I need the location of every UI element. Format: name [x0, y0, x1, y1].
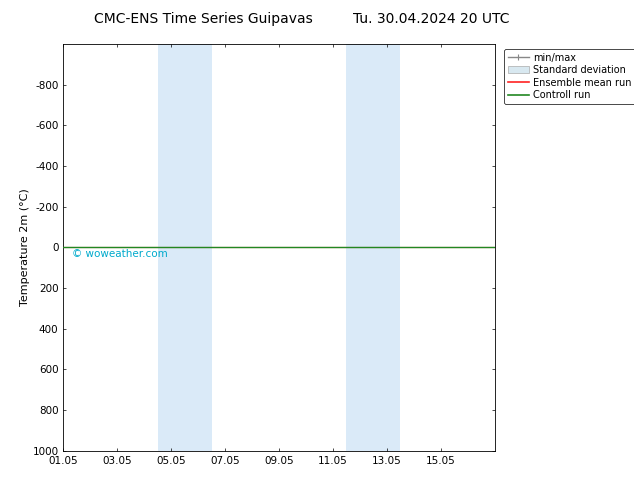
- Legend: min/max, Standard deviation, Ensemble mean run, Controll run: min/max, Standard deviation, Ensemble me…: [503, 49, 634, 104]
- Bar: [346, 44, 400, 451]
- Text: © woweather.com: © woweather.com: [72, 248, 168, 259]
- Y-axis label: Temperature 2m (°C): Temperature 2m (°C): [20, 189, 30, 306]
- Text: CMC-ENS Time Series Guipavas: CMC-ENS Time Series Guipavas: [93, 12, 313, 26]
- Text: Tu. 30.04.2024 20 UTC: Tu. 30.04.2024 20 UTC: [353, 12, 509, 26]
- Bar: [158, 44, 212, 451]
